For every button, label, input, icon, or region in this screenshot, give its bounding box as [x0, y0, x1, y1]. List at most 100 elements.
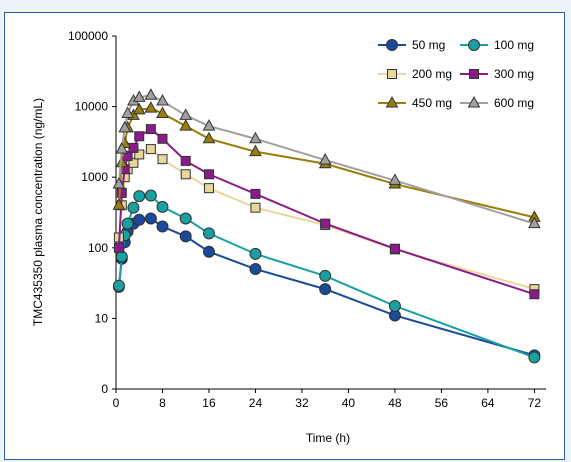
data-point — [319, 269, 332, 282]
y-axis-title: TMC435350 plasma concentration (ng/mL) — [31, 98, 45, 326]
data-point — [388, 299, 401, 312]
data-point — [529, 289, 540, 300]
data-point — [250, 202, 261, 213]
legend: 50 mg 100 mg 200 mg 300 mg 450 mg 600 mg — [378, 38, 534, 110]
legend-item: 300 mg — [460, 67, 534, 81]
data-point — [127, 201, 140, 214]
data-point — [112, 177, 126, 189]
data-point — [157, 133, 168, 144]
data-point — [249, 144, 262, 157]
legend-marker — [467, 95, 481, 108]
x-tick-label: 32 — [295, 396, 309, 410]
data-point — [318, 153, 332, 165]
data-point — [134, 131, 145, 142]
data-point — [112, 279, 125, 292]
data-point — [202, 131, 216, 144]
legend-item: 450 mg — [378, 95, 452, 110]
legend-label: 600 mg — [494, 96, 534, 110]
data-point — [115, 142, 129, 154]
series-line — [117, 127, 535, 296]
data-point — [320, 218, 331, 229]
data-point — [144, 212, 157, 225]
x-tick-label: 48 — [388, 396, 402, 410]
y-tick-label: 0 — [101, 382, 108, 396]
legend-marker — [387, 69, 397, 79]
legend-marker — [468, 39, 480, 51]
x-tick-label: 56 — [435, 396, 449, 410]
data-point — [249, 263, 262, 276]
legend-marker — [385, 95, 399, 108]
data-point — [249, 247, 262, 260]
data-point — [133, 213, 146, 226]
data-point — [179, 108, 193, 120]
y-tick-label: 10000 — [75, 100, 109, 114]
series-50-mg — [112, 212, 541, 362]
data-point — [156, 200, 169, 213]
data-point — [156, 93, 169, 106]
data-point — [132, 90, 146, 102]
y-tick-label: 100 — [88, 241, 108, 255]
data-point — [145, 124, 156, 135]
series-600-mg — [112, 88, 541, 229]
data-point — [113, 242, 124, 253]
ticks: 0 8 16 24 32 40 48 56 64 72 0 10 100 1000 10000 100000 — [68, 29, 541, 410]
data-point — [319, 283, 332, 296]
legend-item: 600 mg — [460, 95, 534, 110]
data-point — [144, 101, 158, 113]
data-point — [121, 217, 134, 230]
data-point — [180, 155, 191, 166]
legend-label: 450 mg — [412, 96, 452, 110]
data-point — [157, 154, 168, 165]
data-point — [112, 198, 126, 210]
x-tick-label: 0 — [113, 396, 120, 410]
data-point — [145, 144, 156, 155]
x-tick-label: 64 — [481, 396, 495, 410]
legend-label: 200 mg — [412, 67, 452, 81]
data-point — [115, 155, 129, 168]
legend-label: 300 mg — [494, 67, 534, 81]
data-point — [203, 169, 214, 180]
data-point — [179, 119, 193, 131]
data-point — [128, 157, 139, 168]
legend-marker — [469, 69, 479, 79]
x-tick-label: 40 — [342, 396, 356, 410]
chart-frame — [4, 12, 565, 460]
legend-marker — [386, 39, 398, 51]
data-point — [156, 220, 169, 233]
data-point — [179, 212, 192, 225]
y-tick-label: 1000 — [81, 170, 108, 184]
legend-item: 100 mg — [460, 38, 534, 52]
data-point — [528, 216, 541, 229]
y-tick-label: 10 — [95, 311, 109, 325]
legend-item: 200 mg — [378, 67, 452, 81]
legend-label: 100 mg — [494, 38, 534, 52]
data-point — [156, 106, 169, 118]
data-point — [121, 106, 134, 118]
data-point — [389, 243, 400, 254]
data-point — [388, 173, 402, 185]
x-tick-label: 24 — [249, 396, 263, 410]
x-tick-label: 8 — [159, 396, 166, 410]
data-point — [118, 120, 132, 133]
legend-item: 50 mg — [378, 38, 445, 52]
axes — [115, 36, 546, 390]
data-point — [144, 88, 158, 100]
data-point — [249, 131, 262, 144]
data-point — [203, 183, 214, 194]
series-100-mg — [112, 189, 541, 364]
data-point — [202, 119, 216, 131]
data-point — [179, 230, 192, 243]
y-tick-label: 100000 — [68, 29, 108, 43]
data-point — [180, 169, 191, 180]
data-point — [132, 102, 146, 115]
data-point — [202, 227, 215, 240]
x-axis-title: Time (h) — [306, 431, 350, 445]
data-point — [134, 149, 145, 160]
data-point — [144, 189, 157, 202]
data-point — [202, 245, 215, 258]
x-tick-label: 16 — [202, 396, 216, 410]
data-point — [250, 188, 261, 199]
data-point — [528, 351, 541, 364]
